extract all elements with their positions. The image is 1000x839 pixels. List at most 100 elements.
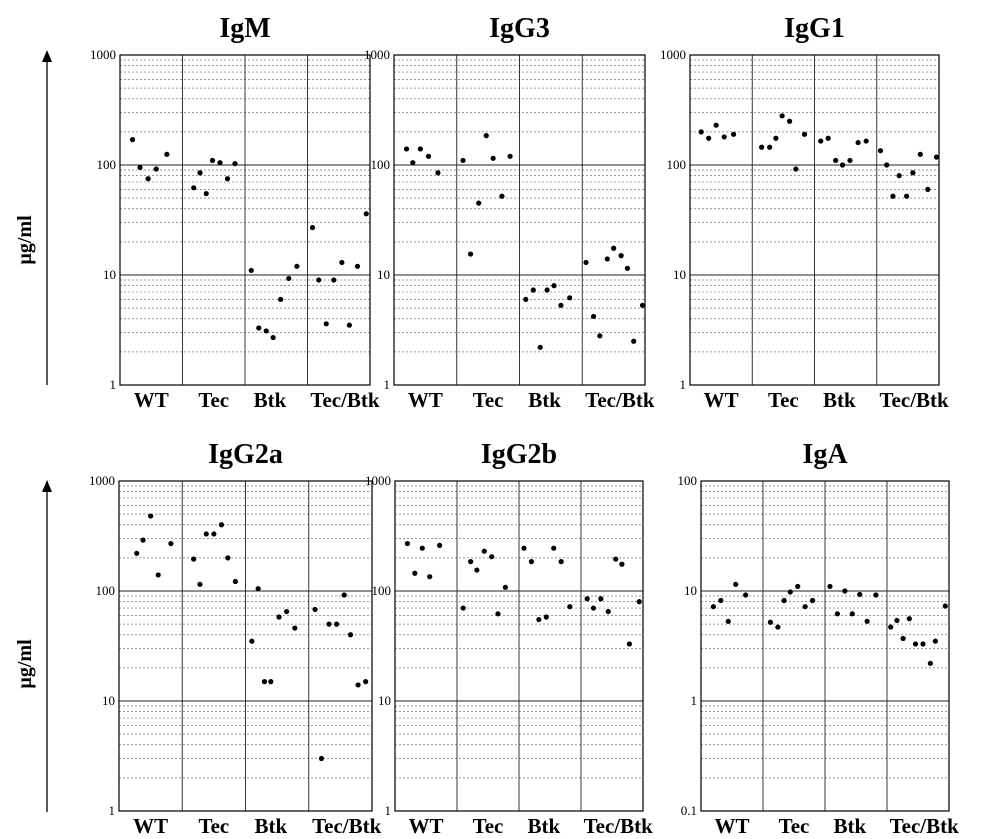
data-point xyxy=(873,592,879,598)
data-point xyxy=(801,131,808,137)
chart-title: IgG3 xyxy=(489,13,550,44)
data-point xyxy=(203,190,209,197)
data-point xyxy=(904,193,910,199)
data-point xyxy=(927,660,934,666)
x-category-label: Tec/Btk xyxy=(312,814,382,838)
x-category-label: Tec xyxy=(199,814,230,838)
data-point xyxy=(818,138,824,144)
data-point xyxy=(855,139,861,146)
data-point xyxy=(197,170,203,176)
data-point xyxy=(721,134,727,140)
y-tick-label: 10 xyxy=(102,693,115,708)
y-tick-label: 1 xyxy=(110,377,117,392)
data-point xyxy=(718,597,724,604)
data-point xyxy=(225,555,231,561)
x-category-label: WT xyxy=(704,388,739,412)
data-point xyxy=(933,154,940,160)
data-point xyxy=(435,170,441,176)
y-tick-label: 100 xyxy=(371,157,391,172)
chart-title: IgA xyxy=(802,439,848,470)
data-point xyxy=(639,302,646,308)
y-axis-arrowhead xyxy=(42,480,52,492)
data-point xyxy=(779,113,785,119)
panel-IgG2b: IgG2b 1 10 100 1000 WT Tec Btk Tec/Btk xyxy=(365,439,653,838)
data-point xyxy=(530,287,536,293)
data-point xyxy=(346,322,352,328)
data-point xyxy=(521,545,527,551)
data-point xyxy=(551,545,557,551)
data-point xyxy=(292,625,298,631)
chart-title: IgG1 xyxy=(784,13,845,44)
data-point xyxy=(270,334,276,341)
data-point xyxy=(523,296,529,303)
x-category-label: Tec/Btk xyxy=(585,388,655,412)
x-category-label: Tec xyxy=(473,814,504,838)
x-category-label: Btk xyxy=(528,388,561,412)
data-point xyxy=(917,151,923,157)
data-point xyxy=(825,135,831,141)
y-axis-label: µg/ml xyxy=(14,215,36,265)
data-point xyxy=(218,522,225,528)
y-tick-label: 1000 xyxy=(660,47,686,62)
data-point xyxy=(355,682,361,688)
data-point xyxy=(164,151,170,157)
x-category-label: Tec xyxy=(198,388,229,412)
data-point xyxy=(795,583,801,590)
data-point xyxy=(894,617,900,624)
plot-frame xyxy=(118,480,373,812)
data-point xyxy=(495,611,501,617)
panel-IgG3: IgG3 1 10 100 1000 WT Tec Btk Tec/Btk xyxy=(364,13,655,412)
panel-IgM: IgM 1 10 100 1000 WT Tec Btk Tec/Btk xyxy=(90,13,380,412)
data-point xyxy=(333,621,340,627)
data-point xyxy=(268,679,274,685)
data-point xyxy=(877,148,884,154)
data-point xyxy=(425,153,432,159)
y-tick-label: 100 xyxy=(667,157,687,172)
data-point xyxy=(787,589,793,595)
x-category-label: WT xyxy=(133,814,168,838)
data-point xyxy=(604,256,610,262)
x-category-label: Btk xyxy=(527,814,560,838)
x-category-label: Btk xyxy=(833,814,866,838)
data-point xyxy=(567,295,573,301)
chart-title: IgG2b xyxy=(481,439,557,470)
data-point xyxy=(833,157,839,164)
data-point xyxy=(884,162,890,168)
data-point xyxy=(499,193,505,199)
data-point xyxy=(191,185,197,191)
plot-frame xyxy=(700,480,950,812)
plot-frame xyxy=(393,54,646,386)
data-point xyxy=(224,176,231,182)
data-point xyxy=(583,259,589,266)
chart-title: IgG2a xyxy=(208,439,283,470)
data-point xyxy=(849,611,855,617)
plot-frame xyxy=(689,54,940,386)
data-point xyxy=(481,548,487,554)
panel-IgA: IgA 0.1 1 10 100 WT Tec Btk Tec/Btk xyxy=(678,439,960,838)
data-point xyxy=(483,133,489,139)
data-point xyxy=(543,614,549,620)
data-point xyxy=(890,193,896,199)
y-tick-label: 100 xyxy=(372,583,392,598)
data-point xyxy=(713,122,719,128)
data-point xyxy=(743,592,749,598)
data-point xyxy=(467,251,474,257)
data-point xyxy=(326,621,332,627)
data-point xyxy=(203,531,209,537)
data-point xyxy=(476,200,482,206)
data-point xyxy=(590,313,597,320)
y-tick-label: 10 xyxy=(103,267,116,282)
data-point xyxy=(129,137,136,143)
data-point xyxy=(932,638,938,644)
data-point xyxy=(584,596,590,602)
data-point xyxy=(767,144,773,150)
data-point xyxy=(618,253,624,259)
data-point xyxy=(134,550,140,556)
data-point xyxy=(810,597,816,604)
data-point xyxy=(403,146,410,152)
data-point xyxy=(863,138,869,144)
chart-title: IgM xyxy=(219,13,270,44)
data-point xyxy=(419,545,425,551)
data-point xyxy=(256,325,262,331)
x-category-label: Btk xyxy=(823,388,856,412)
